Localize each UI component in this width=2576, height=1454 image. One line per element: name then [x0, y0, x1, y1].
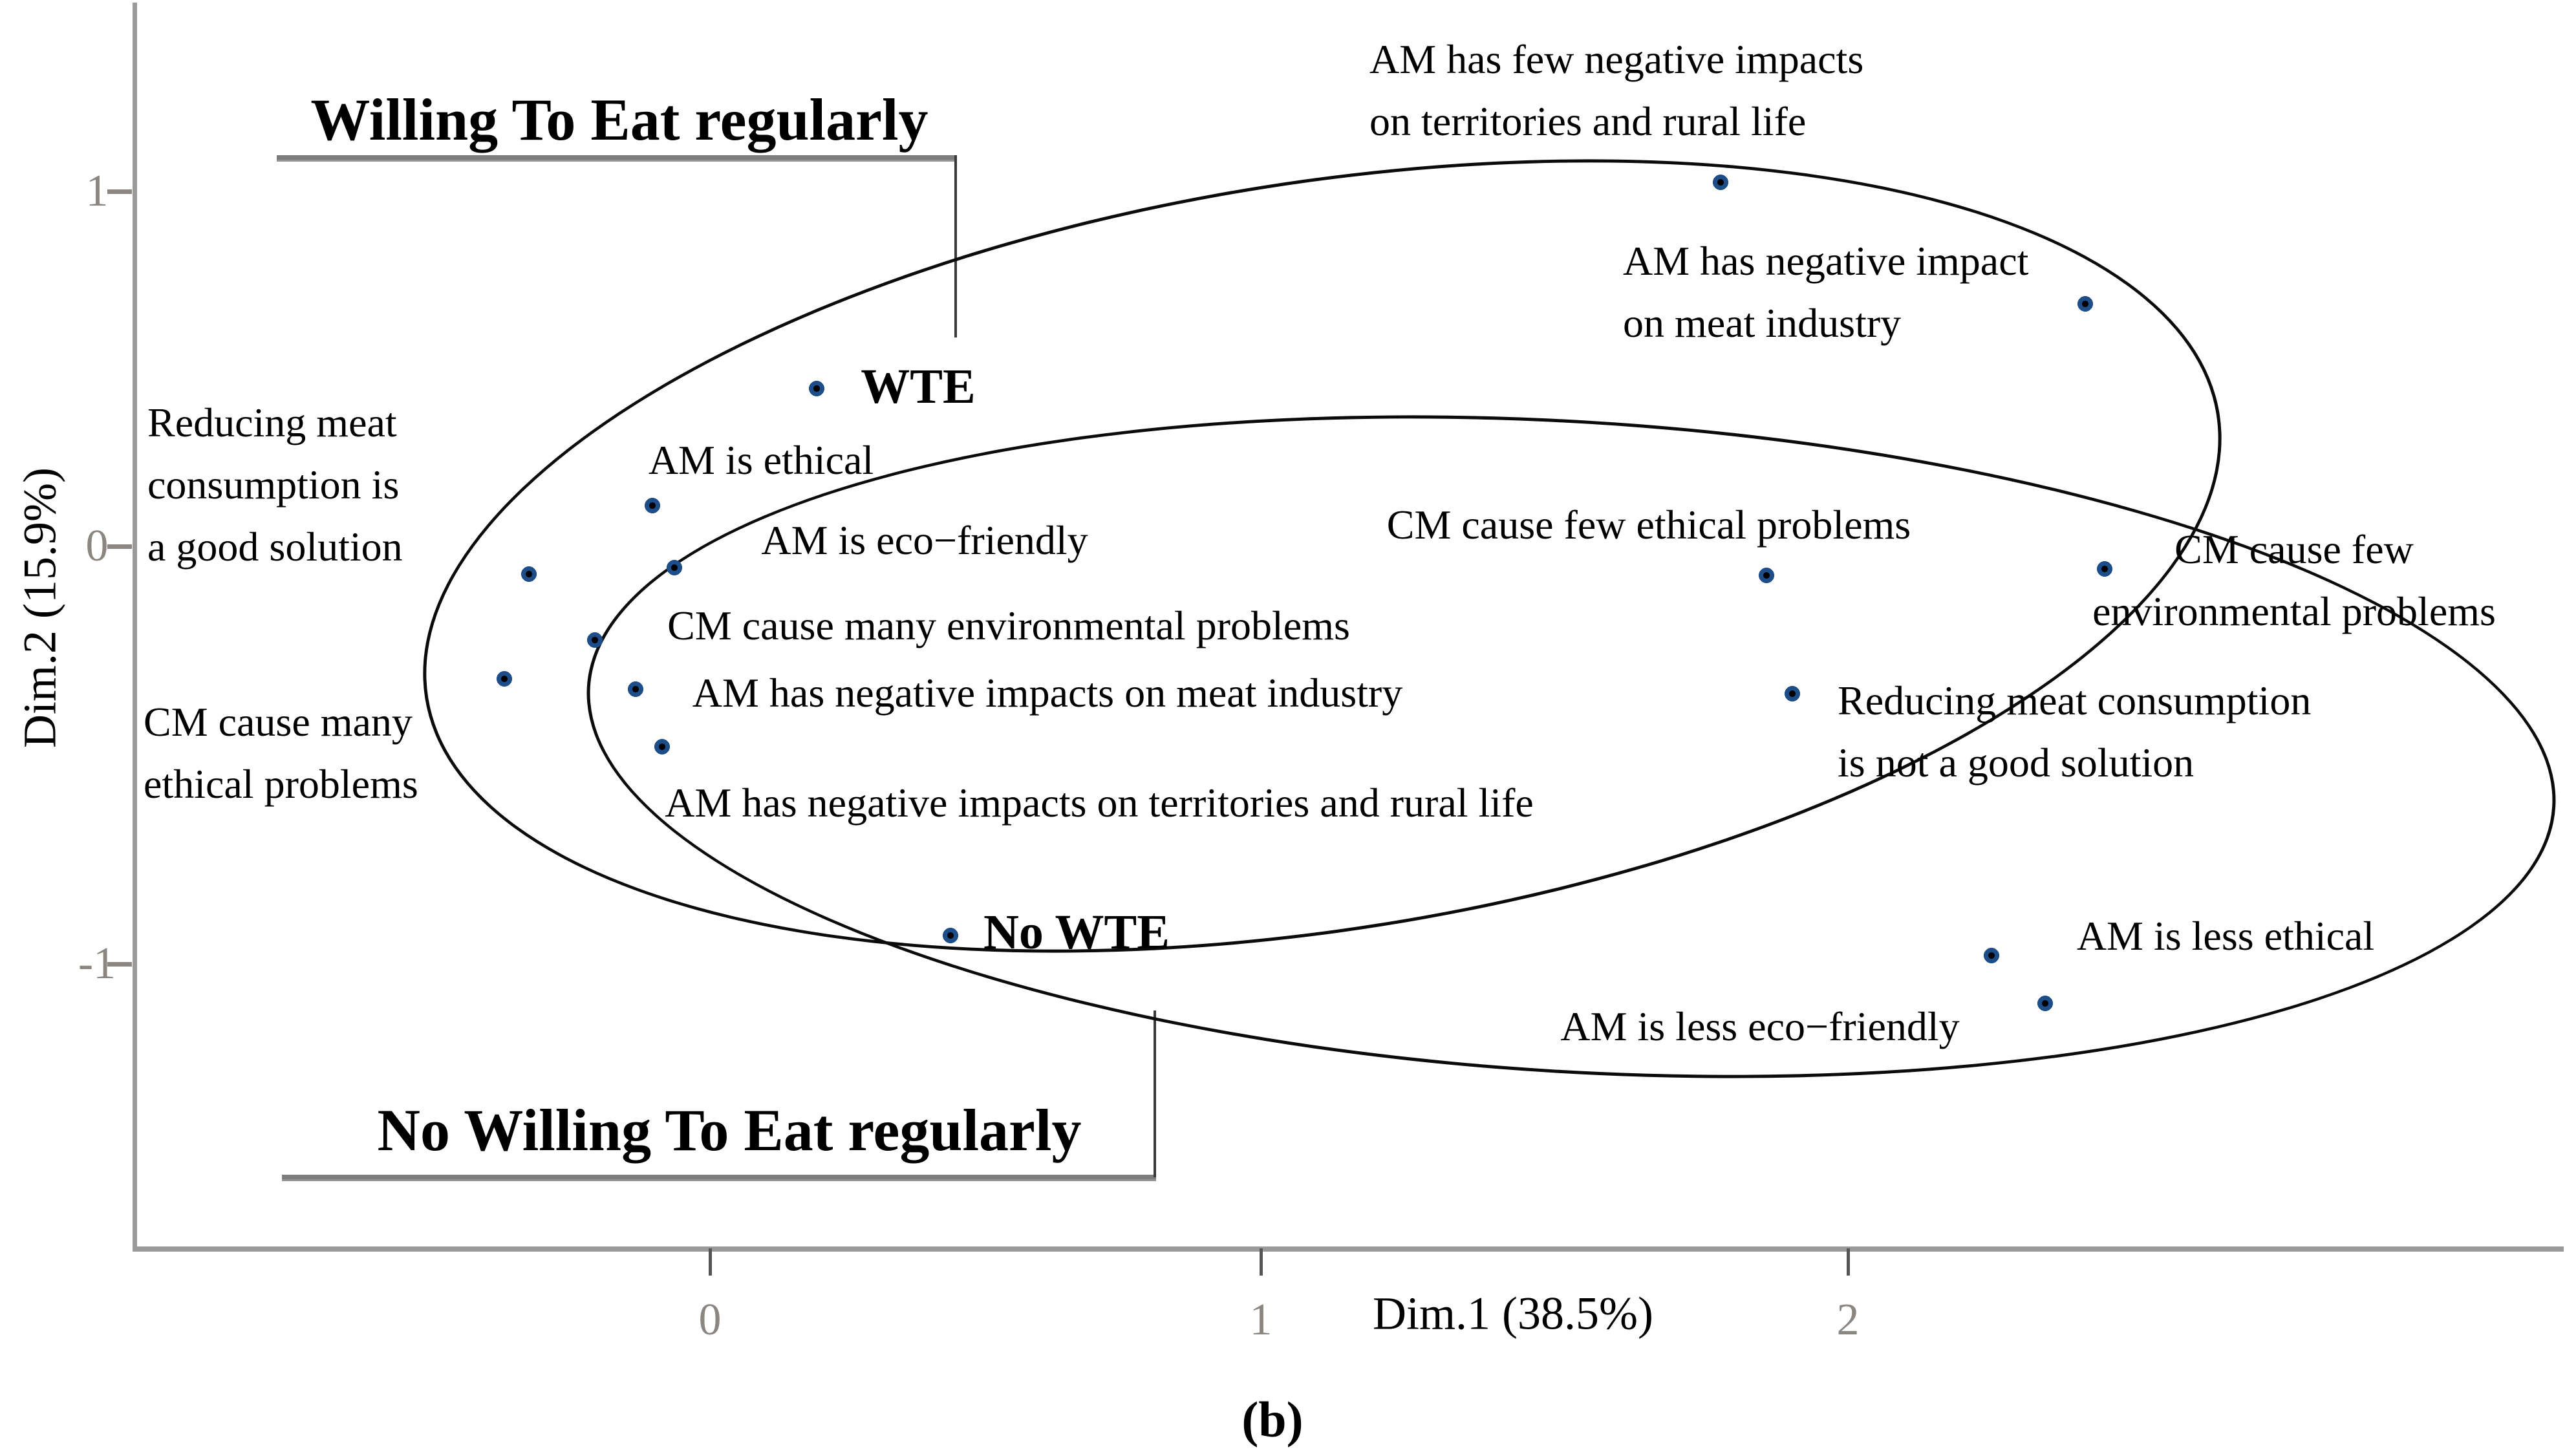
- point-label-am_is_ethical: AM is ethical: [648, 437, 874, 483]
- x-axis-title: Dim.1 (38.5%): [1373, 1287, 1653, 1340]
- data-point-reducing_meat_not_good_solution: [1784, 685, 1801, 702]
- data-point-wte: [808, 380, 825, 397]
- y-axis-title: Dim.2 (15.9%): [14, 467, 66, 748]
- wte-bracket-line: [277, 155, 957, 160]
- data-point-no_wte: [942, 927, 959, 944]
- no-wte-bracket-line: [282, 1175, 1156, 1179]
- y-tick-label: 0: [85, 521, 109, 571]
- x-tick-label: 0: [698, 1295, 722, 1345]
- point-label-am_is_less_eco_friendly: AM is less eco−friendly: [1560, 1003, 1960, 1049]
- figure-caption: (b): [1241, 1391, 1304, 1448]
- data-point-am_is_eco_friendly: [666, 559, 683, 576]
- point-label-wte: WTE: [861, 359, 976, 414]
- data-point-cm_many_ethical_problems: [496, 670, 513, 687]
- wte-group-title: Willing To Eat regularly: [310, 87, 928, 153]
- point-label-cm_many_env_problems: CM cause many environmental problems: [667, 603, 1350, 648]
- y-tick-mark-0: [107, 544, 132, 549]
- x-tick-mark-1: [1260, 1248, 1263, 1276]
- point-label-no_wte: No WTE: [983, 905, 1170, 959]
- x-tick-mark-2: [1847, 1248, 1850, 1276]
- y-tick-label: 1: [85, 166, 109, 216]
- point-label-cm_few_env_problems: CM cause few environmental problems: [2092, 526, 2496, 634]
- data-point-am_is_less_ethical: [1983, 947, 2000, 964]
- data-point-cm_few_ethical_problems: [1758, 567, 1775, 584]
- data-point-cm_many_env_problems: [586, 632, 603, 648]
- data-point-am_neg_impacts_territories: [654, 738, 671, 755]
- point-label-am_neg_impact_meat_industry: AM has negative impact on meat industry: [1623, 238, 2029, 346]
- data-point-am_is_less_eco_friendly: [2037, 995, 2054, 1012]
- data-point-cm_few_env_problems: [2096, 561, 2113, 577]
- x-tick-label: 2: [1836, 1295, 1860, 1345]
- point-label-am_neg_impacts_territories: AM has negative impacts on territories a…: [665, 780, 1534, 826]
- no-wte-group-title: No Willing To Eat regularly: [377, 1097, 1082, 1163]
- y-tick-mark-1: [107, 189, 132, 194]
- data-point-am_neg_impact_meat_industry: [2077, 295, 2094, 312]
- data-point-am_neg_impacts_meat_industry: [627, 681, 644, 698]
- y-tick-mark--1: [107, 962, 132, 967]
- data-point-am_few_neg_territories: [1712, 174, 1729, 191]
- point-label-am_neg_impacts_meat_industry: AM has negative impacts on meat industry: [692, 670, 1403, 716]
- point-label-am_is_eco_friendly: AM is eco−friendly: [761, 517, 1088, 563]
- point-label-cm_many_ethical_problems: CM cause many ethical problems: [144, 699, 418, 807]
- point-label-cm_few_ethical_problems: CM cause few ethical problems: [1386, 502, 1911, 548]
- data-point-am_is_ethical: [644, 497, 661, 514]
- y-tick-label: -1: [78, 939, 116, 989]
- x-axis-line: [133, 1246, 2564, 1252]
- data-point-reducing_meat_good_solution: [521, 566, 537, 583]
- x-tick-label: 1: [1249, 1295, 1272, 1345]
- point-label-reducing_meat_not_good_solution: Reducing meat consumption is not a good s…: [1838, 678, 2312, 786]
- point-label-am_few_neg_territories: AM has few negative impacts on territorie…: [1369, 36, 1864, 144]
- point-label-reducing_meat_good_solution: Reducing meat consumption is a good soluti…: [147, 400, 403, 570]
- no-wte-bracket-connector: [1154, 1010, 1156, 1177]
- x-tick-mark-0: [709, 1248, 712, 1276]
- y-axis-line: [133, 3, 137, 1251]
- point-label-am_is_less_ethical: AM is less ethical: [2076, 913, 2375, 959]
- wte-bracket-connector: [954, 155, 957, 337]
